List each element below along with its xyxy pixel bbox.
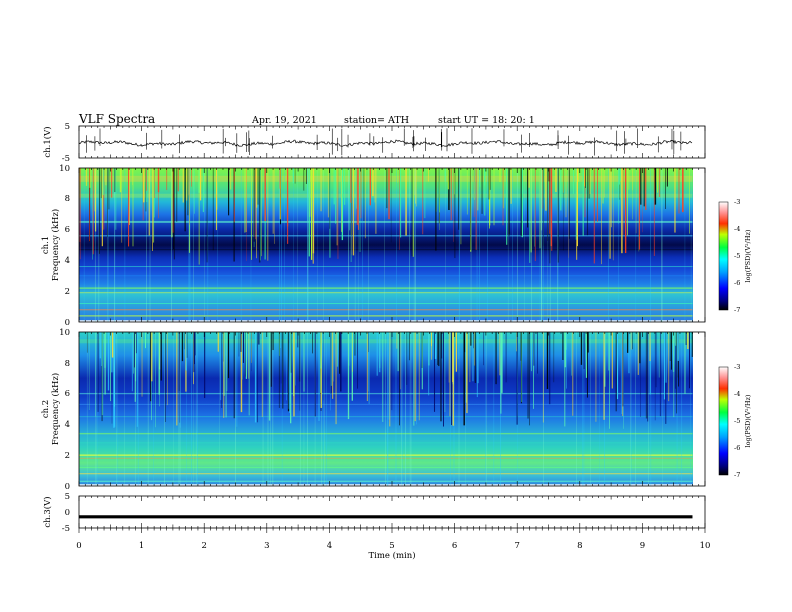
ch1-band (79, 235, 693, 237)
ch2-spec-ylabel-channel: ch.2 (41, 400, 51, 418)
ch1-band (79, 287, 693, 289)
ch1-band (79, 249, 693, 251)
ch1-colorbar-label: log(PSD)(V²/Hz) (744, 229, 752, 282)
ch1-waveform-spikes (86, 128, 682, 156)
ch1-cb-tick-m6: -6 (734, 279, 740, 287)
ch2-band (79, 416, 693, 418)
ch2-spec-ytick-6: 6 (65, 389, 70, 399)
ch1-cb-tick-m3: -3 (734, 198, 740, 206)
ch1-colorbar (718, 201, 729, 311)
xtick-0: 0 (76, 541, 81, 551)
figure-station: station= ATH (344, 115, 409, 126)
ch1-ytick-top: 5 (65, 122, 70, 132)
ch2-cb-tick-m4: -4 (734, 390, 740, 398)
xtick-5: 5 (389, 541, 394, 551)
ch2-spec-ylabel-frequency: Frequency (kHz) (50, 373, 61, 445)
ch2-spec-ytick-0: 0 (65, 482, 70, 492)
ch2-cb-tick-m7: -7 (734, 471, 740, 479)
ch2-band (79, 403, 693, 405)
ch2-spectrogram-panel: 10 8 6 4 2 0 ch.2 Frequency (kHz) -3 -4 … (41, 328, 752, 492)
ch2-spectrogram-streaks (86, 332, 694, 486)
ch2-spec-ytick-10: 10 (59, 328, 70, 338)
x-axis-label: Time (min) (368, 550, 415, 561)
xtick-3: 3 (264, 541, 269, 551)
ch2-spec-ytick-4: 4 (65, 420, 70, 430)
ch1-band (79, 308, 693, 311)
ch2-colorbar-label: log(PSD)(V²/Hz) (744, 394, 752, 447)
ch1-spec-ylabel-frequency: Frequency (kHz) (50, 209, 61, 281)
ch1-band (79, 303, 693, 305)
xtick-8: 8 (577, 541, 582, 551)
ch2-band (79, 457, 693, 459)
ch1-spec-ytick-2: 2 (65, 287, 70, 297)
ch1-cb-tick-m4: -4 (734, 225, 740, 233)
ch1-spectrogram-heatmap (79, 168, 693, 322)
xtick-9: 9 (640, 541, 645, 551)
ch1-spectrogram-panel: 10 8 6 4 2 0 ch.1 Frequency (kHz) -3 -4 … (41, 164, 752, 328)
ch1-band (79, 315, 693, 317)
ch2-colorbar (718, 366, 729, 476)
ch1-spec-ytick-0: 0 (65, 318, 70, 328)
ch1-cb-tick-m5: -5 (734, 252, 740, 260)
ch1-waveform-line (78, 139, 693, 147)
ch2-band (79, 473, 693, 475)
ch3-ytick-5: 5 (65, 492, 70, 502)
ch2-cb-tick-m5: -5 (734, 417, 740, 425)
ch3-waveform-ylabel: ch.3(V) (42, 496, 53, 527)
ch1-spec-ytick-10: 10 (59, 164, 70, 174)
ch1-band (79, 193, 693, 198)
x-axis-ticks (78, 126, 706, 533)
x-axis-tick-labels: 0 1 2 3 4 5 6 7 8 9 10 (76, 541, 710, 551)
ch1-band (79, 175, 693, 182)
ch2-band (79, 432, 693, 435)
ch2-band (79, 480, 693, 483)
ch2-cb-tick-m3: -3 (734, 363, 740, 371)
ch1-spec-ytick-6: 6 (65, 225, 70, 235)
figure-date: Apr. 19, 2021 (251, 115, 317, 126)
xtick-2: 2 (201, 541, 206, 551)
xtick-7: 7 (514, 541, 519, 551)
figure-title: VLF Spectra (78, 112, 155, 126)
ch1-cb-tick-m7: -7 (734, 306, 740, 314)
ch1-ytick-bottom: -5 (62, 154, 70, 164)
ch2-spec-ytick-2: 2 (65, 451, 70, 461)
ch2-band (79, 442, 693, 444)
xtick-10: 10 (700, 541, 711, 551)
ch2-band (79, 466, 693, 469)
ch3-ytick-m5: -5 (62, 524, 70, 534)
xtick-4: 4 (327, 541, 332, 551)
ch2-band (79, 454, 693, 456)
ch1-waveform-ylabel: ch.1(V) (42, 126, 53, 157)
ch2-band (79, 339, 693, 344)
ch2-band (79, 392, 693, 395)
ch1-spec-ylabel-channel: ch.1 (41, 236, 51, 254)
ch1-spec-ytick-8: 8 (65, 194, 70, 204)
ch1-band (79, 220, 693, 223)
ch1-band (79, 292, 693, 294)
ch1-spectrogram-streaks (79, 168, 692, 322)
ch3-ytick-0: 0 (65, 508, 70, 518)
xtick-1: 1 (139, 541, 144, 551)
ch1-band (79, 266, 693, 268)
ch2-spectrogram-heatmap (79, 332, 693, 486)
ch1-band (79, 275, 693, 277)
ch1-spec-ytick-4: 4 (65, 256, 70, 266)
figure-start-time: start UT = 18: 20: 1 (438, 115, 535, 126)
ch2-cb-tick-m6: -6 (734, 444, 740, 452)
ch2-spec-ytick-8: 8 (65, 359, 70, 369)
xtick-6: 6 (452, 541, 457, 551)
